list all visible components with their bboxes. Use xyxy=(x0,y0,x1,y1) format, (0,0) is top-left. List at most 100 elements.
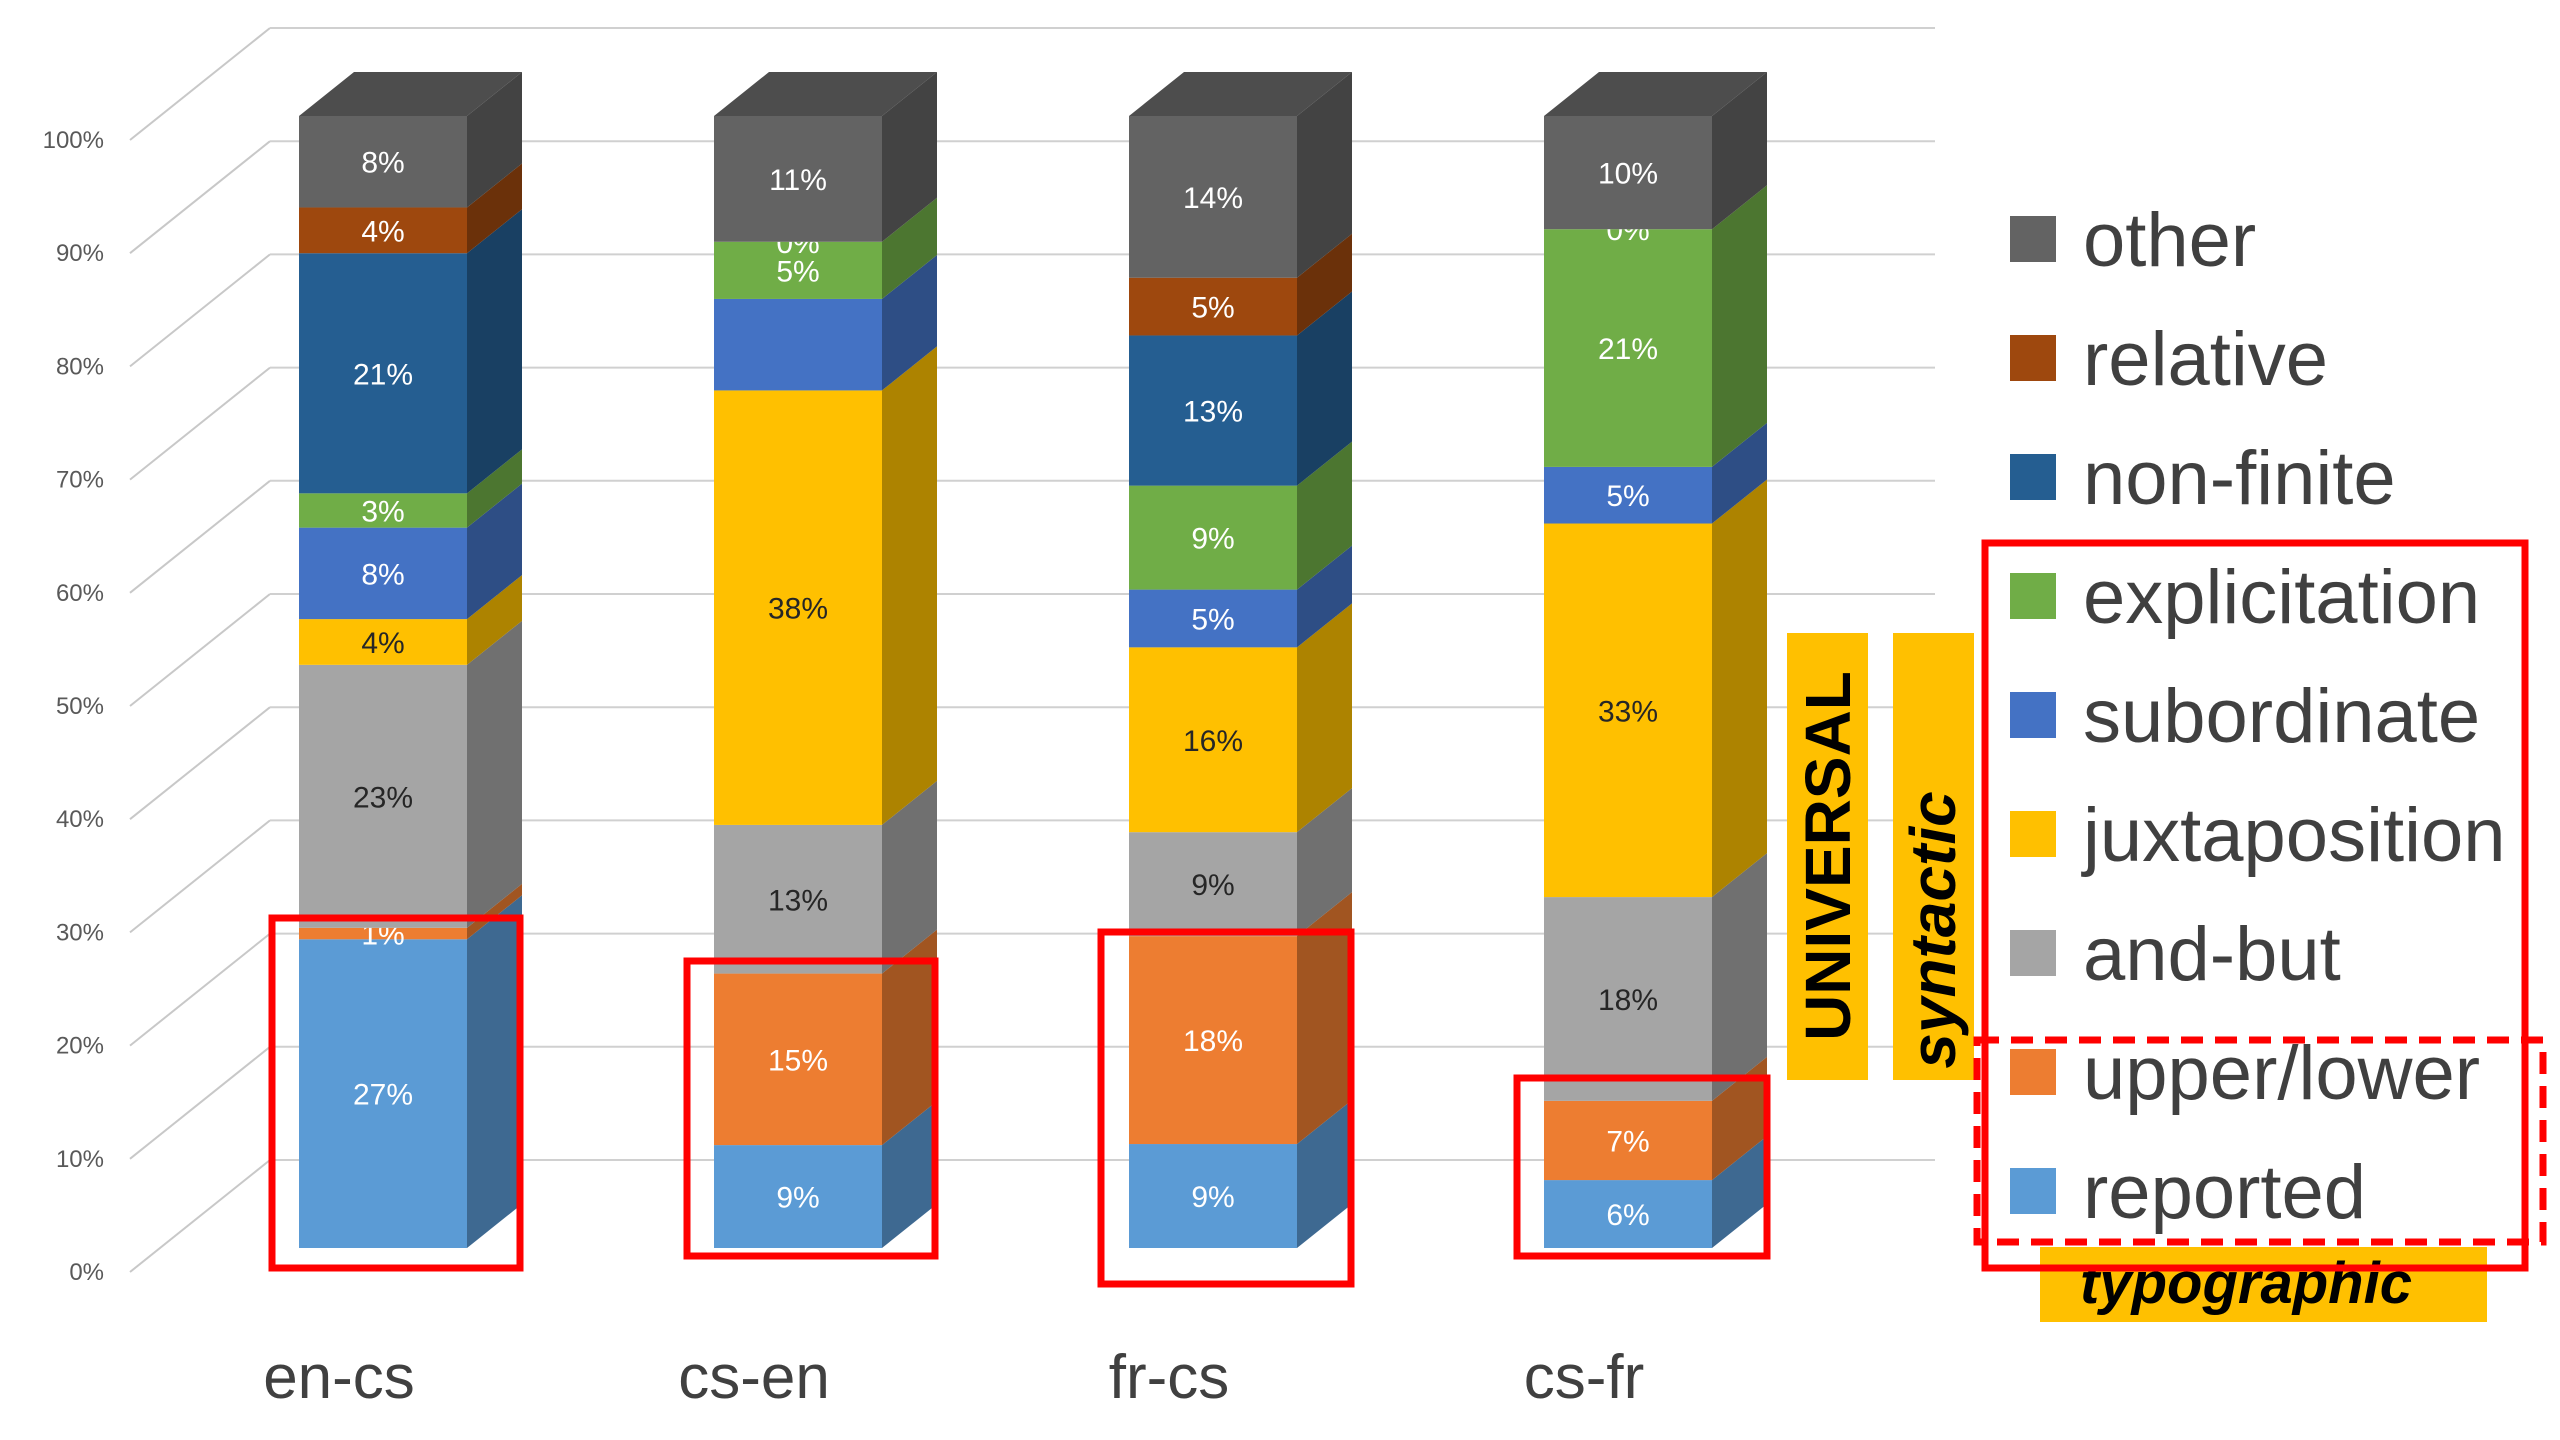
bar-top xyxy=(1544,72,1767,116)
bar-segment-upper-lower xyxy=(1544,1100,1712,1181)
syntactic-tag xyxy=(1893,633,1974,1080)
grid-diagonal xyxy=(129,253,271,368)
bar-side xyxy=(467,895,522,1248)
bar-side xyxy=(467,163,522,254)
bar-segment-explicitation xyxy=(299,493,467,528)
legend-item-subordinate: subordinate xyxy=(2010,674,2480,759)
legend-item-explicitation: explicitation xyxy=(2010,555,2480,640)
data-label: 9% xyxy=(1191,523,1234,556)
legend-label: explicitation xyxy=(2083,555,2480,640)
data-label: 18% xyxy=(1183,1025,1243,1058)
data-label: 33% xyxy=(1598,695,1658,728)
bar-side xyxy=(1297,441,1352,590)
bar-side xyxy=(1712,1136,1767,1248)
bar-segment-reported xyxy=(714,1145,882,1248)
bar-stack-fr-cs: 9% 18% 9% 16% 5% 9% 13% 5% 14% xyxy=(1129,72,1352,1248)
bar-side xyxy=(1297,603,1352,833)
bar-side xyxy=(1297,233,1352,336)
legend: other relative non-finite explicitation subo… xyxy=(2010,198,2506,1235)
legend-label: upper/lower xyxy=(2083,1031,2480,1116)
data-label: 23% xyxy=(353,781,413,814)
bar-segment-juxtaposition xyxy=(299,619,467,665)
bar-segment-upper-lower xyxy=(714,973,882,1146)
legend-swatch xyxy=(2010,335,2056,381)
bar-side xyxy=(467,449,522,528)
data-label: 8% xyxy=(361,558,404,591)
bar-side xyxy=(467,72,522,208)
legend-label: reported xyxy=(2083,1150,2366,1235)
bar-side xyxy=(882,197,937,299)
legend-item-relative: relative xyxy=(2010,317,2328,402)
data-label: 4% xyxy=(361,215,404,248)
legend-item-and-but: and-but xyxy=(2010,912,2341,997)
bar-segment-explicitation xyxy=(1129,485,1297,590)
x-tick-label: cs-fr xyxy=(1524,1343,1645,1412)
y-tick-label: 0% xyxy=(69,1259,104,1286)
grid-diagonal xyxy=(129,1159,271,1273)
x-tick-label: fr-cs xyxy=(1109,1343,1230,1412)
data-label: 14% xyxy=(1183,182,1243,215)
bar-segment-upper-lower xyxy=(1129,936,1297,1145)
x-axis: en-cs cs-en fr-cs cs-fr xyxy=(263,1343,1644,1412)
bar-side xyxy=(882,1101,937,1248)
annotations: UNIVERSAL syntactic typographic xyxy=(268,539,2547,1322)
legend-label: subordinate xyxy=(2083,674,2480,759)
typographic-highlight-box xyxy=(1513,1074,1771,1260)
data-label: 3% xyxy=(361,495,404,528)
y-tick-label: 100% xyxy=(43,127,104,154)
grid-diagonal xyxy=(129,27,271,141)
y-tick-label: 30% xyxy=(56,919,104,946)
legend-item-upper-lower: upper/lower xyxy=(2010,1031,2480,1116)
bar-side xyxy=(467,575,522,665)
bar-stack-cs-fr: 6%7%18%33%5%21%0%10% xyxy=(1544,72,1767,1248)
bars: 27%1%23%4%8%3%21%4%8%9%15%13%38%5%0%11%9… xyxy=(299,72,1767,1248)
bar-side xyxy=(1297,545,1352,648)
bar-side xyxy=(1297,291,1352,486)
bar-segment-subordinate xyxy=(1544,466,1712,524)
bar-side xyxy=(882,72,937,242)
y-tick-label: 60% xyxy=(56,580,104,607)
bar-top xyxy=(299,72,522,116)
bar-segment-other xyxy=(299,116,467,208)
bar-segment-juxtaposition xyxy=(1544,523,1712,898)
legend-label: and-but xyxy=(2083,912,2341,997)
bar-side xyxy=(1712,72,1767,230)
bar-stack-en-cs: 27%1%23%4%8%3%21%4%8% xyxy=(299,72,522,1248)
bar-side xyxy=(1712,1056,1767,1181)
data-label: 21% xyxy=(353,358,413,391)
data-label: 7% xyxy=(1606,1125,1649,1158)
data-label: 9% xyxy=(1191,869,1234,902)
legend-swatch xyxy=(2010,1168,2056,1214)
grid-diagonal xyxy=(129,140,271,254)
bar-side xyxy=(882,254,937,391)
bar-segment-relative xyxy=(1129,277,1297,336)
legend-swatch xyxy=(2010,454,2056,500)
legend-label: juxtaposition xyxy=(2081,793,2506,878)
bar-segment-and-but xyxy=(1129,832,1297,937)
typographic-tag xyxy=(2040,1247,2487,1322)
y-tick-label: 40% xyxy=(56,806,104,833)
legend-swatch xyxy=(2010,573,2056,619)
bar-segment-reported xyxy=(1544,1180,1712,1248)
data-label: 5% xyxy=(1606,480,1649,513)
y-tick-label: 90% xyxy=(56,240,104,267)
y-tick-label: 70% xyxy=(56,467,104,494)
bar-segment-non-finite xyxy=(1129,335,1297,486)
grid-diagonal xyxy=(129,1046,271,1160)
typographic-label: typographic xyxy=(2080,1251,2412,1316)
data-label: 15% xyxy=(768,1044,828,1077)
bar-segment-subordinate xyxy=(714,298,882,391)
grid-diagonal xyxy=(129,480,271,594)
bar-side xyxy=(1297,72,1352,278)
bar-segment-and-but xyxy=(714,824,882,974)
data-label: 18% xyxy=(1598,984,1658,1017)
y-tick-label: 10% xyxy=(56,1146,104,1173)
data-label: 13% xyxy=(768,884,828,917)
bar-side xyxy=(1297,788,1352,937)
legend-swatch xyxy=(2010,1049,2056,1095)
data-label: 11% xyxy=(769,164,827,197)
data-label: 5% xyxy=(1191,292,1234,325)
typographic-highlight-box xyxy=(1097,928,1355,1288)
data-label: 8% xyxy=(361,147,404,180)
